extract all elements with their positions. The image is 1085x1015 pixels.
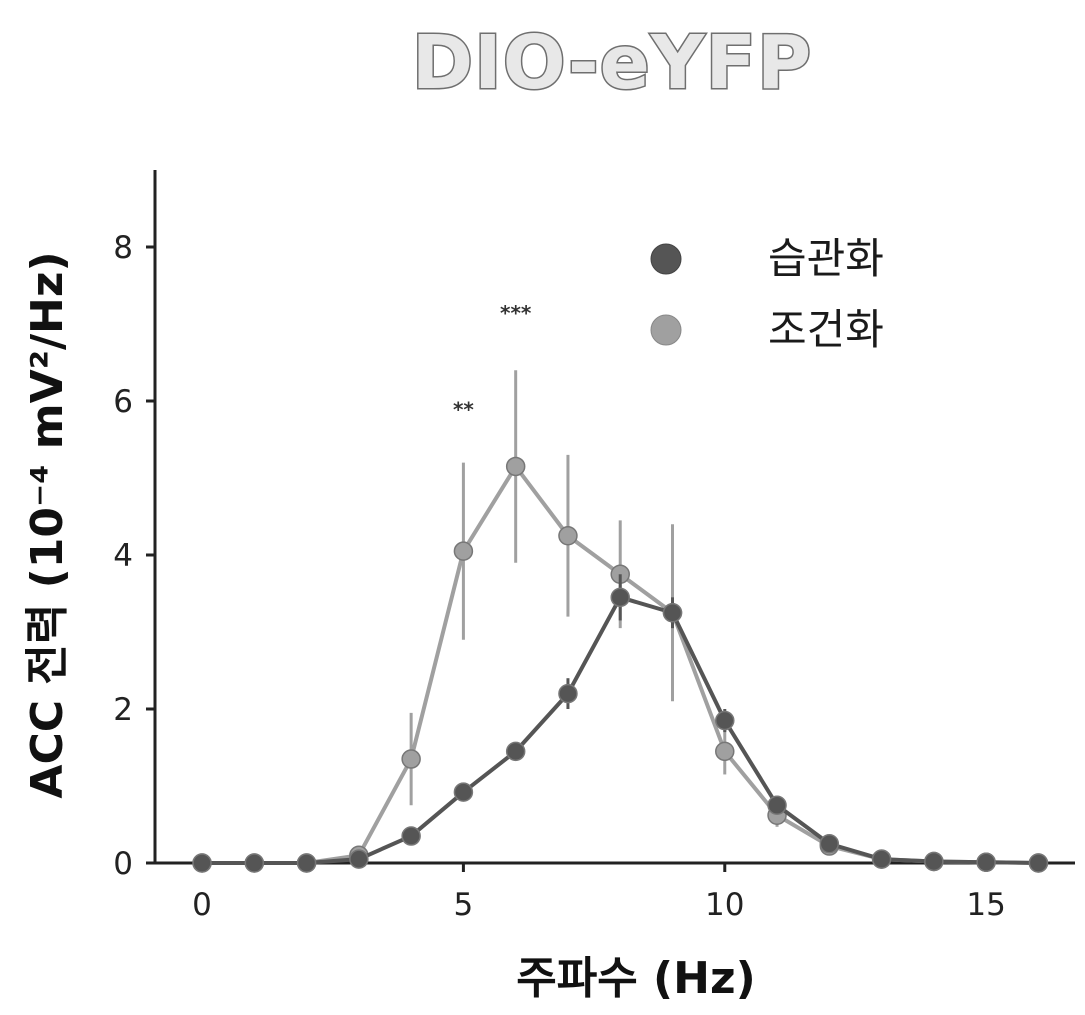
data-point [976,852,996,872]
x-tick-label: 5 [454,887,474,923]
chart-title: DIO-eYFP [412,20,813,106]
legend-label-habituation: 습관화 [768,234,884,283]
x-tick-label: 10 [705,887,744,923]
data-point [453,782,474,802]
x-tick-label: 0 [192,887,212,923]
data-point [558,683,578,704]
significance-marker: *** [500,301,532,325]
legend-swatch-conditioning [650,314,682,346]
data-point [1028,853,1049,873]
legend-swatch-habituation [650,243,682,275]
data-point [349,849,369,869]
axes: 0 2 4 6 8 0 5 10 15 [113,170,1075,923]
x-tick-label: 15 [966,887,1005,923]
data-point [767,795,787,815]
data-point [819,834,840,854]
data-point [192,853,212,873]
y-tick-label: 4 [113,538,133,574]
data-point [401,826,421,846]
significance-marker: ** [453,397,474,421]
data-point [401,749,421,769]
y-tick-label: 2 [113,692,133,728]
series-habituation [192,574,1049,873]
data-point [453,541,474,561]
series-layer [192,370,1049,873]
data-point [662,603,683,623]
y-tick-label: 6 [113,384,133,420]
data-point [296,853,317,873]
data-point [505,456,526,477]
y-tick-label: 0 [113,846,133,882]
legend-label-conditioning: 조건화 [768,305,884,354]
data-point [505,741,526,762]
data-point [610,587,630,608]
data-point [558,526,578,546]
annotation-layer: ***** [453,301,532,421]
legend: 습관화 조건화 [650,234,884,354]
series-conditioning [192,370,1049,873]
y-axis-label: ACC 전력 (10⁻⁴ mV²/Hz) [22,251,73,798]
series-line [202,595,1039,865]
data-point [924,851,944,872]
data-point [715,710,735,731]
data-point [244,853,265,873]
data-point [871,849,892,869]
y-tick-label: 8 [113,230,133,266]
data-point [715,741,735,762]
x-axis-label: 주파수 (Hz) [516,953,755,1004]
